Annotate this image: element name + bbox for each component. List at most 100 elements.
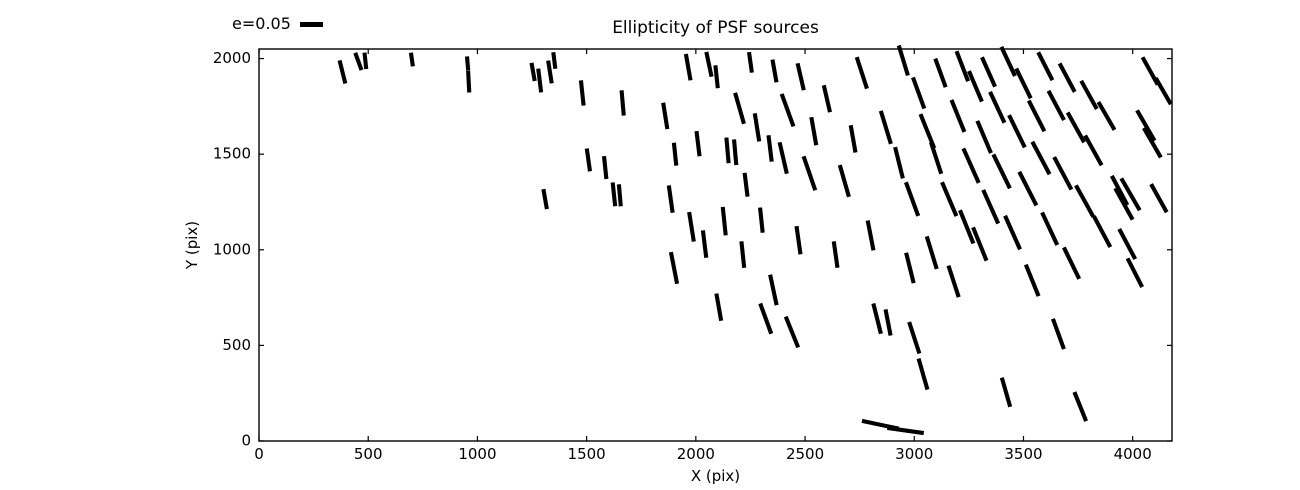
whisker-segment	[809, 116, 819, 146]
whisker-segment	[752, 112, 762, 142]
y-axis-title: Y (pix)	[183, 221, 201, 270]
whisker-segment	[848, 124, 858, 153]
whisker-segment	[1149, 183, 1169, 214]
whisker-segment	[1072, 391, 1089, 422]
whisker-segment	[1083, 134, 1104, 167]
axis-labels: 0 500 1000 1500 2000 2500 3000 3500 4000 0 500 1000…	[183, 49, 1152, 485]
whisker-segment	[988, 91, 1007, 124]
whisker-segment	[619, 90, 626, 116]
axes-frame	[258, 48, 1173, 442]
whisker-segment	[878, 110, 893, 145]
whisker-segment	[1109, 174, 1130, 207]
whisker-segment	[1052, 156, 1074, 191]
whisker-segment	[980, 56, 997, 88]
whisker-segment	[999, 45, 1017, 77]
whisker-segment	[911, 76, 927, 110]
whisker-segment	[1007, 114, 1027, 149]
whisker-segment	[694, 130, 702, 157]
whisker-segment	[940, 181, 959, 217]
whisker-segment	[661, 102, 670, 130]
whisker-segment	[967, 70, 984, 103]
whisker-segment	[933, 57, 948, 88]
whisker-segment	[999, 377, 1013, 408]
whisker-segment	[1050, 318, 1066, 350]
whisker-segment	[904, 252, 916, 284]
whisker-segment	[768, 274, 779, 306]
whisker-segment	[362, 52, 369, 70]
y-tick-label: 2000	[213, 49, 251, 67]
x-axis-title: X (pix)	[691, 467, 740, 485]
whisker-segment	[883, 308, 893, 336]
whisker-segment	[687, 211, 696, 242]
y-tick-label: 1000	[213, 240, 251, 258]
whisker-segment	[871, 302, 883, 335]
whisker-segment	[546, 60, 554, 84]
x-tick-label: 1500	[568, 445, 606, 463]
whisker-segment	[1014, 67, 1033, 100]
whisker-segment	[464, 56, 471, 71]
whisker-segment	[865, 220, 876, 251]
whisker-segment	[831, 241, 840, 269]
whisker-segment	[929, 141, 944, 175]
whisker-segment	[907, 321, 922, 355]
whisker-segment	[1135, 109, 1157, 142]
whisker-segment	[783, 315, 801, 349]
whisker-series	[337, 44, 1173, 436]
legend-label: e=0.05	[232, 14, 291, 33]
x-tick-label: 2500	[786, 445, 824, 463]
y-tick-label: 1500	[213, 145, 251, 163]
x-tick-label: 4000	[1114, 445, 1152, 463]
whisker-segment	[1117, 228, 1138, 261]
whisker-segment	[795, 62, 806, 91]
whisker-segment	[949, 99, 967, 133]
whisker-segment	[758, 302, 774, 335]
whisker-segment	[601, 155, 609, 180]
whisker-segment	[1065, 111, 1086, 144]
whisker-segment	[1036, 51, 1055, 82]
whisker-segment	[904, 181, 921, 217]
whisker-segment	[1026, 99, 1047, 133]
whisker-segment	[666, 185, 675, 214]
whisker-segment	[854, 56, 869, 90]
whisker-segment	[713, 65, 720, 89]
whisker-segment	[724, 137, 731, 164]
whisker-segment	[1074, 184, 1096, 218]
whisker-segment	[954, 50, 970, 82]
whisker-segment	[893, 146, 905, 179]
whisker-segment	[353, 52, 364, 71]
whisker-segment	[578, 80, 586, 106]
line-swatch-icon	[299, 21, 323, 27]
whisker-segment	[1096, 100, 1117, 131]
whisker-segment	[1023, 263, 1041, 297]
whisker-segment	[924, 235, 939, 270]
whisker-segment	[896, 44, 910, 77]
whisker-segment	[837, 164, 851, 198]
x-tick-label: 3000	[895, 445, 933, 463]
x-tick-label: 2000	[677, 445, 715, 463]
whisker-segment	[1125, 257, 1145, 289]
whisker-segment	[916, 358, 930, 391]
whisker-segment	[766, 134, 774, 162]
whisker-segment	[887, 425, 925, 436]
whisker-segment	[1079, 79, 1099, 110]
whisker-segment	[779, 93, 796, 128]
whisker-segment	[466, 70, 472, 93]
whisker-segment	[704, 51, 714, 78]
whisker-segment	[408, 52, 415, 67]
whisker-segment	[1017, 170, 1039, 207]
whisker-segment	[584, 148, 593, 172]
whisker-segment	[770, 59, 779, 83]
whisker-segment	[1057, 62, 1077, 93]
whisker-segment	[616, 184, 623, 207]
whisker-segment	[731, 139, 739, 166]
whisker-segment	[1062, 246, 1082, 280]
x-tick-label: 500	[354, 445, 383, 463]
whisker-segment	[794, 225, 803, 255]
legend: e=0.05	[232, 16, 323, 32]
whisker-segment	[1113, 187, 1135, 221]
whisker-segment	[1092, 215, 1113, 249]
whisker-segment	[946, 264, 961, 298]
whisker-segment	[981, 189, 1001, 225]
